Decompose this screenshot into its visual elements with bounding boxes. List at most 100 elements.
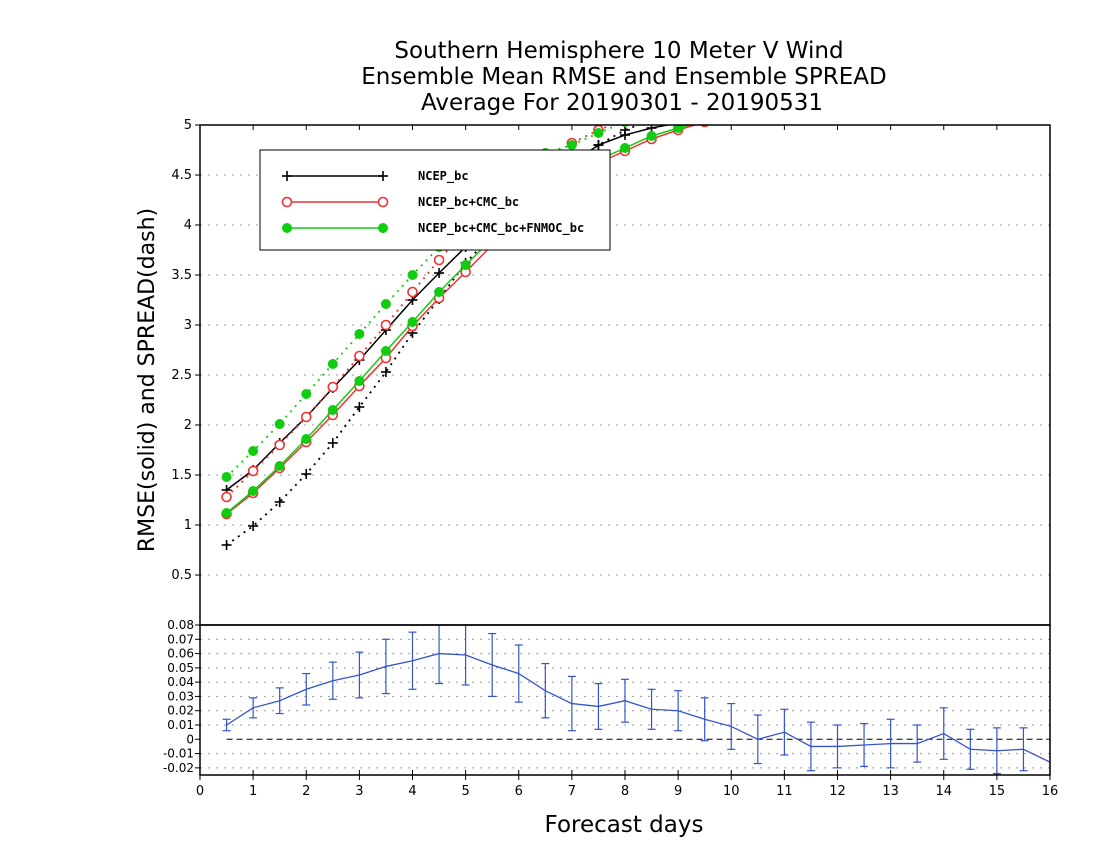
spread-point — [354, 329, 365, 339]
error-bar — [966, 728, 975, 770]
rmse-point — [701, 125, 708, 126]
error-bar — [647, 688, 656, 730]
y-tick-label-bottom: 0.07 — [167, 632, 194, 646]
difference-line — [226, 652, 1050, 763]
spread-point — [221, 540, 232, 550]
y-tick-label-bottom: -0.02 — [163, 761, 194, 775]
title-line-1: Southern Hemisphere 10 Meter V Wind — [394, 38, 843, 64]
error-bar — [275, 687, 284, 715]
error-bar — [435, 625, 444, 685]
y-axis-label: RMSE(solid) and SPREAD(dash) — [135, 208, 160, 552]
error-bar — [461, 625, 470, 686]
spread-point — [354, 350, 365, 362]
x-tick-label: 4 — [408, 784, 416, 799]
error-bar — [621, 678, 629, 723]
x-tick-label: 14 — [935, 784, 952, 799]
legend-label: NCEP_bc — [418, 169, 469, 184]
x-tick-label: 10 — [723, 784, 740, 799]
error-bar — [541, 662, 550, 719]
bottom-panel: -0.02-0.0100.010.020.030.040.050.060.070… — [163, 618, 1058, 799]
spread-point — [248, 521, 259, 531]
y-tick-label-bottom: 0.01 — [167, 718, 194, 732]
title-line-2: Ensemble Mean RMSE and Ensemble SPREAD — [361, 64, 886, 90]
spread-point — [380, 319, 392, 331]
x-tick-label: 6 — [515, 784, 523, 799]
y-tick-label-bottom: 0.02 — [167, 704, 194, 718]
error-bar — [222, 718, 231, 732]
error-bar — [328, 661, 337, 700]
x-axis-label: Forecast days — [545, 812, 704, 838]
legend-marker — [281, 196, 293, 208]
spread-point — [274, 497, 285, 507]
spread-point — [433, 254, 445, 266]
spread-point — [301, 389, 312, 399]
x-tick-label: 2 — [302, 784, 310, 799]
error-bar — [806, 721, 815, 772]
error-bar — [913, 724, 922, 763]
legend-marker — [282, 171, 292, 181]
error-bar — [381, 638, 390, 695]
spread-point — [274, 439, 285, 451]
rmse-point — [407, 317, 418, 327]
rmse-point — [673, 125, 684, 133]
spread-point — [274, 419, 285, 429]
y-tick-label-top: 4 — [184, 218, 192, 233]
error-bar — [780, 708, 789, 756]
rmse-point — [327, 405, 338, 415]
spread-point — [380, 367, 391, 377]
rmse-point — [620, 143, 630, 153]
rmse-point — [221, 508, 232, 518]
y-tick-label-top: 2 — [184, 418, 192, 433]
y-tick-label-top: 3.5 — [171, 268, 192, 283]
error-bar — [249, 697, 258, 719]
y-tick-label-bottom: -0.01 — [163, 747, 194, 761]
legend: NCEP_bc NCEP_bc+CMC_bc NCEP_bc+CMC_bc+FNMO… — [259, 149, 611, 251]
error-bar — [514, 644, 523, 703]
legend-marker — [377, 196, 389, 208]
spread-point — [407, 286, 418, 298]
x-tick-label: 13 — [882, 784, 899, 799]
rmse-point — [434, 287, 445, 297]
y-tick-label-top: 2.5 — [171, 368, 192, 383]
error-bar — [302, 672, 311, 706]
spread-point — [407, 270, 418, 280]
rmse-point — [434, 268, 445, 278]
spread-point — [380, 299, 391, 309]
y-tick-label-bottom: 0 — [186, 732, 194, 746]
error-bar — [700, 697, 709, 742]
y-tick-label-bottom: 0.03 — [167, 689, 194, 703]
legend-marker — [378, 171, 388, 181]
error-bar — [992, 727, 1001, 775]
y-tick-label-top: 5 — [184, 118, 192, 133]
error-bar — [567, 675, 576, 732]
y-tick-label-top: 4.5 — [171, 168, 192, 183]
rmse-point — [274, 461, 285, 471]
error-bar — [939, 707, 948, 760]
spread-point — [354, 402, 365, 412]
rmse-point — [301, 434, 312, 444]
spread-point — [221, 472, 232, 482]
x-tick-label: 9 — [674, 784, 682, 799]
error-bar — [1046, 738, 1050, 775]
x-tick-label: 5 — [461, 784, 469, 799]
y-tick-label-top: 1.5 — [171, 468, 192, 483]
y-tick-label-bottom: 0.05 — [167, 661, 194, 675]
error-bar — [753, 714, 762, 765]
y-tick-label-bottom: 0.04 — [167, 675, 194, 689]
error-bar — [727, 702, 736, 750]
spread-point — [593, 140, 604, 150]
spread-point — [327, 359, 338, 369]
error-bar — [1019, 727, 1028, 772]
spread-point — [248, 446, 259, 456]
legend-marker — [282, 223, 292, 233]
spread-point — [301, 469, 312, 479]
spread-point — [327, 438, 338, 448]
legend-marker — [378, 223, 388, 233]
error-bar — [674, 690, 683, 732]
error-bar — [488, 632, 497, 698]
x-tick-label: 11 — [776, 784, 793, 799]
x-tick-label: 12 — [829, 784, 846, 799]
error-bar — [886, 718, 895, 769]
